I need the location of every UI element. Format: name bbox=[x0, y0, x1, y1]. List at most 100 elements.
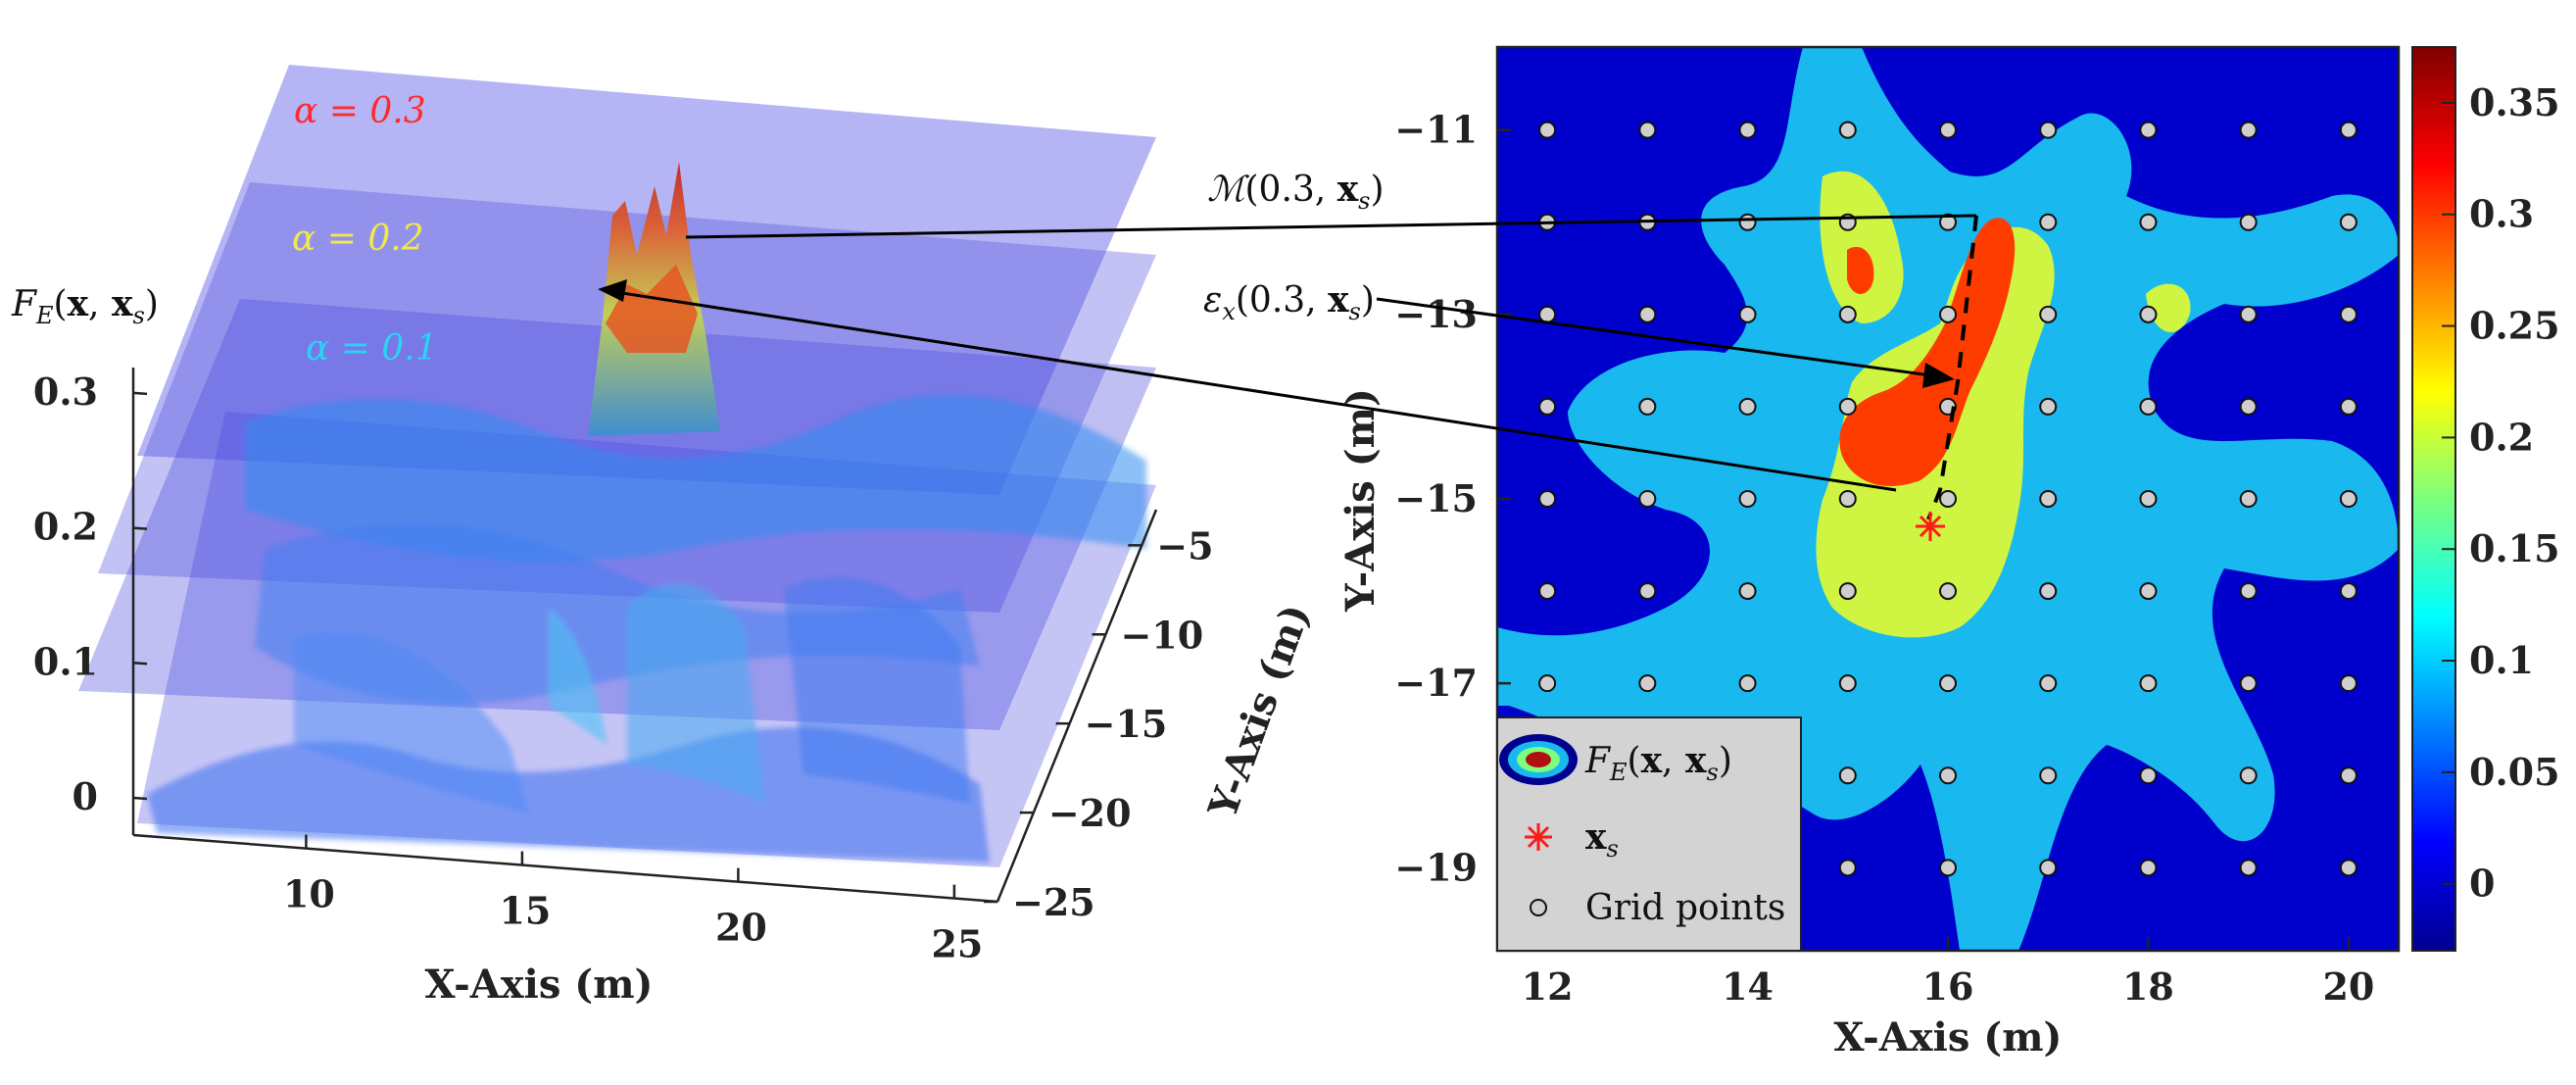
grid-point bbox=[2239, 674, 2258, 693]
z-tick-label: 0.3 bbox=[33, 370, 98, 414]
plane-label-alpha-0.1: α = 0.1 bbox=[306, 328, 438, 369]
grid-point bbox=[2039, 766, 2058, 785]
grid-point bbox=[2339, 674, 2357, 693]
grid-point bbox=[1838, 490, 1857, 508]
x-axis-label: X-Axis (m) bbox=[1834, 1014, 2063, 1060]
y3-tick-label: −15 bbox=[1085, 702, 1168, 746]
x3-tick-label: 25 bbox=[931, 922, 983, 966]
axes-3d bbox=[131, 368, 1158, 904]
grid-point bbox=[2139, 766, 2158, 785]
x-tick-label: 16 bbox=[1922, 964, 1974, 1009]
annotation-epsilon: εx(0.3, xs) bbox=[1203, 279, 1375, 325]
grid-point bbox=[2139, 674, 2158, 693]
grid-point bbox=[1838, 582, 1857, 601]
legend-label-grid-points: Grid points bbox=[1585, 888, 1785, 928]
y3-tick-label: −20 bbox=[1048, 791, 1132, 835]
grid-point bbox=[1538, 121, 1557, 139]
grid-point bbox=[1538, 674, 1557, 693]
z-tick-mark bbox=[132, 526, 148, 530]
x3-tick-label: 10 bbox=[283, 872, 335, 916]
colorbar-tick-label: 0.3 bbox=[2469, 192, 2534, 236]
z-tick-mark bbox=[132, 391, 148, 396]
y-axis-label: Y-Axis (m) bbox=[1337, 388, 1384, 613]
colorbar-tick-label: 0.15 bbox=[2469, 526, 2560, 570]
grid-point bbox=[1838, 121, 1857, 139]
y-tick-label: −13 bbox=[1394, 292, 1478, 336]
grid-point bbox=[1939, 582, 1957, 601]
grid-point bbox=[1939, 213, 1957, 231]
surface-3d-panel: 0 0.1 0.2 0.3 10 15 20 25 −5 −10 −15 −20 −25 FE(x,… bbox=[11, 65, 1319, 1008]
grid-point bbox=[1738, 121, 1757, 139]
y3-tick-label: −10 bbox=[1120, 613, 1203, 657]
grid-point bbox=[2039, 397, 2058, 416]
arrowhead-peak bbox=[598, 279, 627, 302]
contour-level-0.2 bbox=[1816, 171, 2191, 638]
contour-panel: 12 14 16 18 20 −11 −13 −15 −17 −19 X-Axis (m) Y-… bbox=[1337, 45, 2560, 1060]
grid-point bbox=[1939, 305, 1957, 323]
line-peak-to-contour bbox=[608, 289, 1897, 492]
grid-point bbox=[2139, 582, 2158, 601]
surface-body bbox=[147, 394, 1146, 863]
grid-point bbox=[2039, 582, 2058, 601]
grid-point bbox=[1838, 674, 1857, 693]
grid-point bbox=[1939, 766, 1957, 785]
grid-point bbox=[1638, 582, 1657, 601]
colorbar-tick-label: 0.2 bbox=[2469, 415, 2534, 459]
grid-point bbox=[1838, 305, 1857, 323]
z-tick-label: 0 bbox=[73, 774, 98, 818]
grid-point bbox=[2139, 490, 2158, 508]
x3-tick-label: 15 bbox=[499, 889, 551, 933]
grid-point bbox=[2139, 397, 2158, 416]
grid-point bbox=[1738, 490, 1757, 508]
grid-point bbox=[2339, 490, 2357, 508]
grid-point bbox=[2139, 305, 2158, 323]
legend-label-xs: xs bbox=[1585, 816, 1619, 863]
grid-point bbox=[1838, 766, 1857, 785]
grid-point bbox=[1838, 859, 1857, 877]
z-tick-label: 0.1 bbox=[33, 639, 98, 683]
line-epsilon-arrow bbox=[1376, 297, 1946, 379]
grid-point bbox=[1939, 674, 1957, 693]
grid-point bbox=[2339, 582, 2357, 601]
x-tick-label: 12 bbox=[1522, 964, 1574, 1009]
grid-point bbox=[2239, 213, 2258, 231]
y-tick-label: −17 bbox=[1394, 661, 1478, 705]
y3-tick-label: −5 bbox=[1156, 523, 1213, 567]
y3-tick-label: −25 bbox=[1012, 880, 1095, 924]
grid-point bbox=[1738, 305, 1757, 323]
grid-point bbox=[2039, 213, 2058, 231]
line-peak-to-M bbox=[685, 214, 1977, 239]
contour-icon bbox=[1499, 734, 1578, 785]
grid-point bbox=[1638, 305, 1657, 323]
grid-point bbox=[2239, 859, 2258, 877]
grid-point bbox=[1638, 490, 1657, 508]
colorbar-tick-label: 0 bbox=[2469, 862, 2495, 906]
y-tick-label: −11 bbox=[1394, 108, 1478, 152]
y-axis-ticks-3d: −5 −10 −15 −20 −25 bbox=[984, 523, 1214, 924]
x-axis-ticks: 12 14 16 18 20 bbox=[1522, 937, 2374, 1009]
colorbar-tick-label: 0.05 bbox=[2469, 750, 2560, 794]
legend: FE(x, xs) xs Grid points bbox=[1496, 716, 1802, 952]
z-tick-label: 0.2 bbox=[33, 505, 98, 549]
grid-point bbox=[2039, 674, 2058, 693]
y-axis-ticks: −11 −13 −15 −17 −19 bbox=[1394, 108, 1511, 889]
grid-point bbox=[2039, 859, 2058, 877]
y-tick-label: −15 bbox=[1394, 476, 1478, 520]
grid-point bbox=[1939, 490, 1957, 508]
red-star-icon bbox=[1525, 823, 1552, 851]
grid-point bbox=[1538, 305, 1557, 323]
x-tick-label: 14 bbox=[1722, 964, 1774, 1009]
grid-point bbox=[2239, 121, 2258, 139]
grid-point bbox=[2239, 397, 2258, 416]
source-star bbox=[1916, 512, 1945, 541]
arrowhead-epsilon bbox=[1922, 363, 1955, 388]
colorbar-ticks: 0.35 0.3 0.25 0.2 0.15 0.1 0.05 0 bbox=[2442, 80, 2560, 906]
colorbar-tick-label: 0.1 bbox=[2469, 638, 2534, 682]
grid-point bbox=[1538, 397, 1557, 416]
z-axis-ticks: 0 0.1 0.2 0.3 bbox=[33, 370, 148, 818]
grid-point bbox=[2139, 859, 2158, 877]
contour-level-0.3 bbox=[1839, 218, 2016, 486]
x3-tick-label: 20 bbox=[715, 906, 767, 950]
x-axis-label-3d: X-Axis (m) bbox=[425, 962, 654, 1008]
